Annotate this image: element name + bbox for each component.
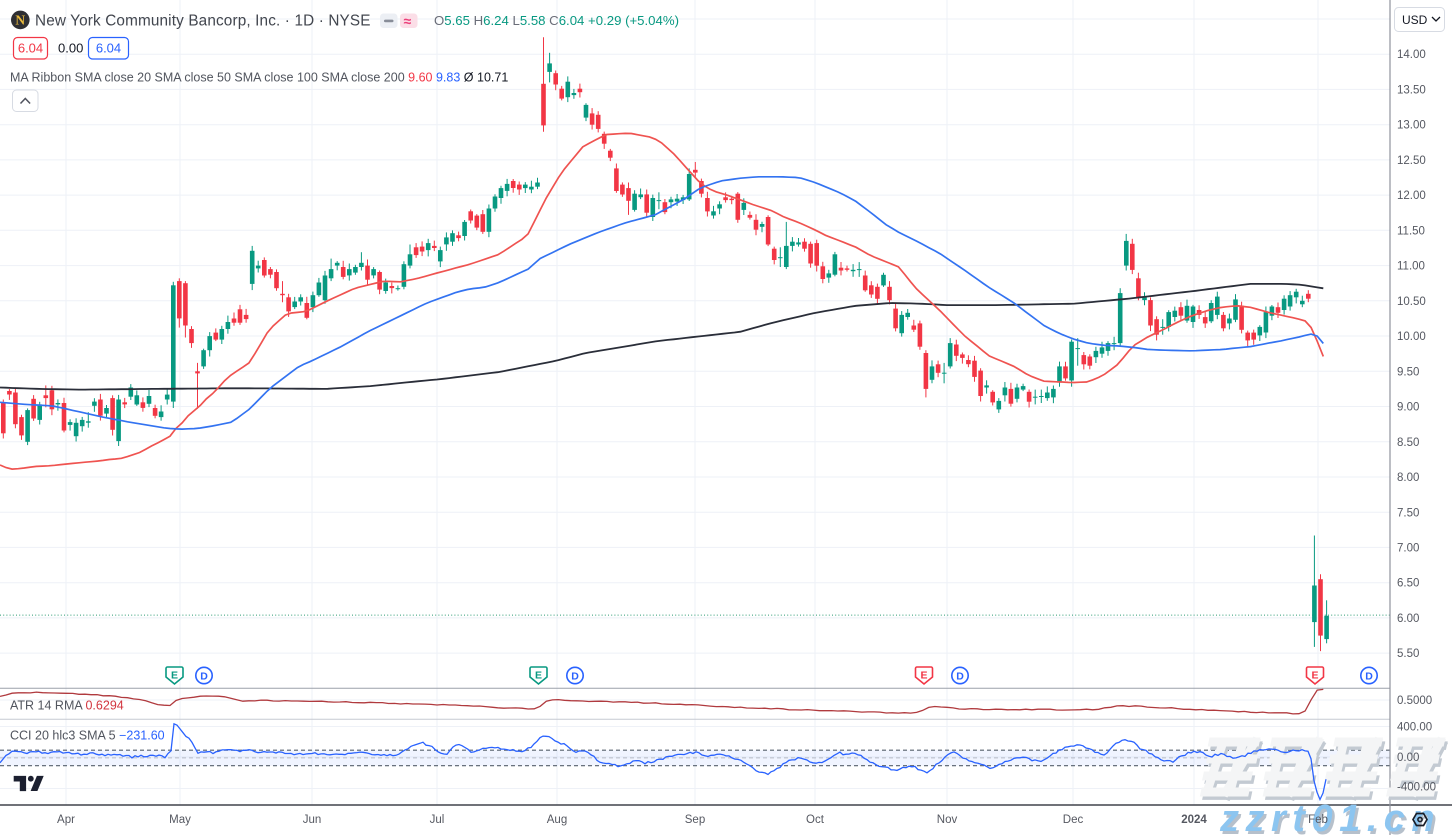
svg-text:0.00: 0.00	[58, 41, 83, 56]
svg-text:Feb: Feb	[1308, 814, 1328, 826]
svg-text:10.00: 10.00	[1397, 331, 1426, 343]
svg-text:400.00: 400.00	[1397, 722, 1432, 734]
svg-text:USD: USD	[1402, 13, 1428, 27]
svg-text:Sep: Sep	[685, 814, 705, 826]
svg-text:6.04: 6.04	[18, 41, 43, 56]
svg-text:O5.65 H6.24 L5.58 C6.04 +0.29: O5.65 H6.24 L5.58 C6.04 +0.29 (+5.04%)	[434, 13, 679, 28]
svg-text:13.00: 13.00	[1397, 120, 1426, 132]
svg-text:D: D	[1365, 671, 1373, 683]
svg-text:10.50: 10.50	[1397, 296, 1426, 308]
svg-text:Oct: Oct	[806, 814, 825, 826]
svg-text:Jul: Jul	[430, 814, 445, 826]
svg-text:Jun: Jun	[303, 814, 322, 826]
svg-text:Aug: Aug	[547, 814, 567, 826]
svg-text:8.50: 8.50	[1397, 437, 1419, 449]
svg-text:New York Community Bancorp, In: New York Community Bancorp, Inc. · 1D · …	[35, 13, 371, 30]
svg-text:5.50: 5.50	[1397, 648, 1419, 660]
svg-text:≈: ≈	[404, 13, 412, 29]
svg-text:9.00: 9.00	[1397, 402, 1419, 414]
svg-text:6.00: 6.00	[1397, 613, 1419, 625]
svg-text:7.00: 7.00	[1397, 543, 1419, 555]
svg-text:12.00: 12.00	[1397, 190, 1426, 202]
svg-text:11.00: 11.00	[1397, 261, 1425, 273]
svg-text:Nov: Nov	[937, 814, 958, 826]
svg-text:2024: 2024	[1181, 814, 1207, 826]
svg-text:6.04: 6.04	[96, 41, 121, 56]
svg-text:ATR 14 RMA 0.6294: ATR 14 RMA 0.6294	[10, 699, 124, 713]
svg-text:8.00: 8.00	[1397, 472, 1419, 484]
svg-text:11.50: 11.50	[1397, 225, 1425, 237]
svg-text:D: D	[956, 671, 964, 683]
svg-text:E: E	[171, 670, 178, 682]
svg-text:zzrt01.cn: zzrt01.cn	[1219, 798, 1441, 835]
svg-text:Apr: Apr	[57, 814, 75, 826]
svg-text:E: E	[1311, 670, 1318, 682]
svg-text:0.00: 0.00	[1397, 752, 1419, 764]
svg-text:MA Ribbon SMA close 20 SMA clo: MA Ribbon SMA close 20 SMA close 50 SMA …	[10, 71, 508, 85]
svg-text:E: E	[535, 670, 542, 682]
svg-text:Dec: Dec	[1063, 814, 1084, 826]
svg-text:-400.00: -400.00	[1397, 782, 1436, 794]
svg-text:12.50: 12.50	[1397, 155, 1426, 167]
svg-text:May: May	[169, 814, 191, 826]
svg-text:9.50: 9.50	[1397, 366, 1419, 378]
svg-text:D: D	[200, 671, 208, 683]
svg-text:13.50: 13.50	[1397, 84, 1426, 96]
svg-text:N: N	[15, 13, 25, 28]
svg-text:E: E	[920, 670, 927, 682]
svg-text:0.5000: 0.5000	[1397, 695, 1432, 707]
svg-text:D: D	[571, 671, 579, 683]
svg-text:14.00: 14.00	[1397, 49, 1426, 61]
svg-text:6.50: 6.50	[1397, 578, 1419, 590]
svg-text:CCI 20 hlc3 SMA 5 −231.60: CCI 20 hlc3 SMA 5 −231.60	[10, 729, 165, 743]
svg-text:7.50: 7.50	[1397, 507, 1419, 519]
